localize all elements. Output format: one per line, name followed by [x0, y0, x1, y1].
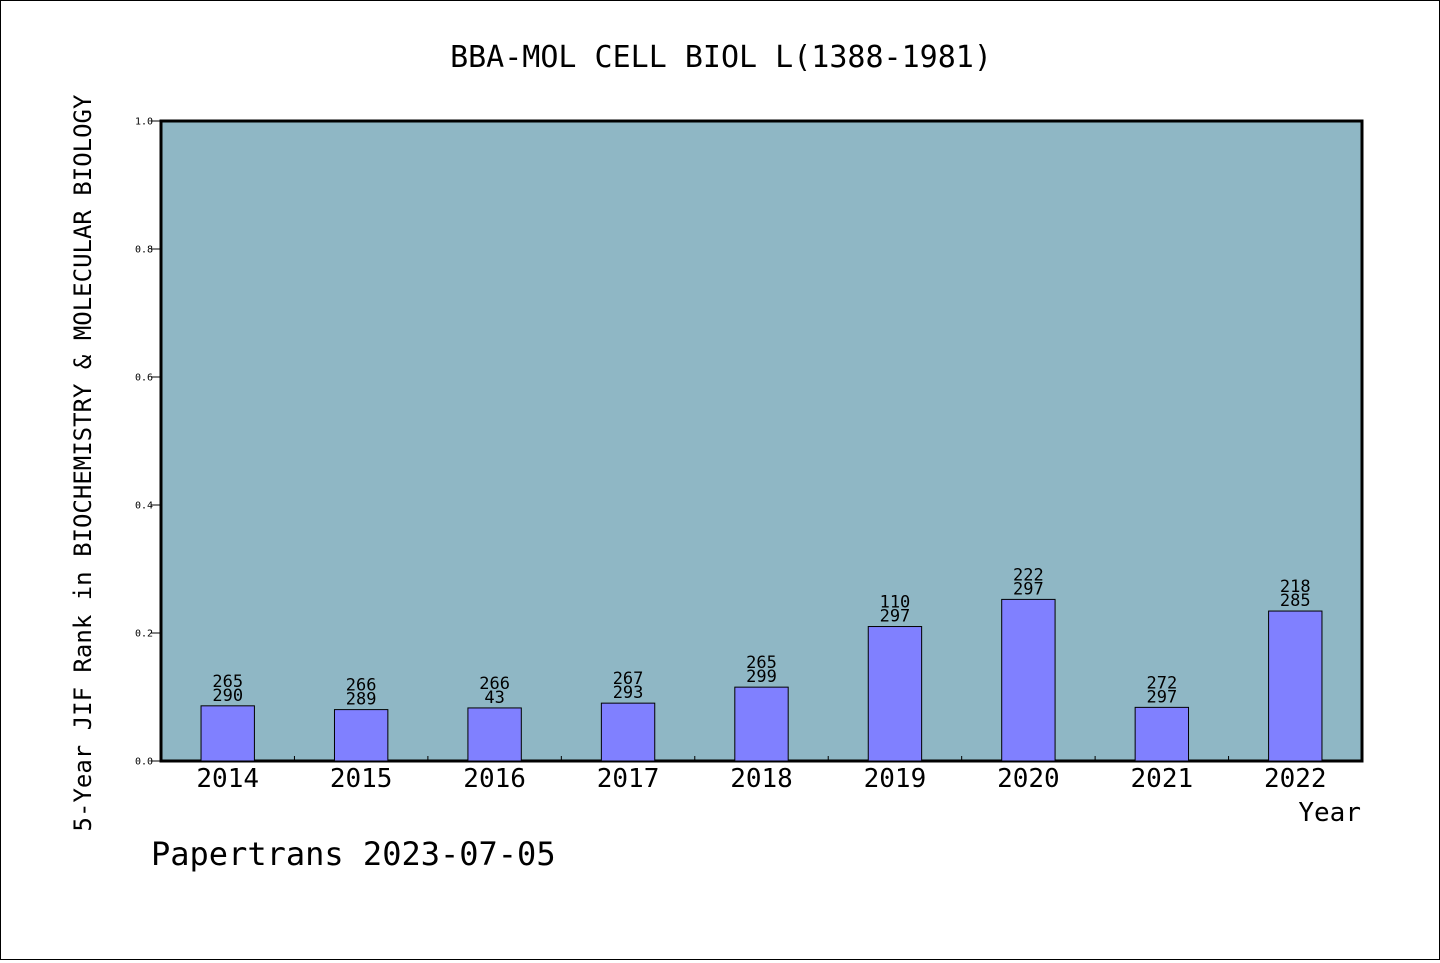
bar-2018 — [734, 686, 789, 762]
bar-rank-label: 265 — [746, 653, 777, 673]
x-tick-label-2019: 2019 — [864, 764, 927, 794]
y-tick-label: 1.0 — [135, 117, 153, 128]
bar-2016 — [467, 707, 522, 762]
x-tick-label-2014: 2014 — [196, 764, 259, 794]
bar-total-label: 297 — [1013, 579, 1044, 599]
bar-labels-group: 2652902662892664326729326529911029722229… — [212, 565, 1310, 709]
bar-2017 — [600, 702, 656, 762]
x-tick-label-2022: 2022 — [1264, 764, 1327, 794]
y-tick-label: 0.8 — [135, 245, 153, 256]
watermark-text: Papertrans 2023-07-05 — [151, 835, 556, 873]
bar-rank-label: 218 — [1280, 577, 1311, 597]
bar-total-label: 290 — [212, 686, 243, 706]
y-tick-label: 0.4 — [135, 501, 153, 512]
x-tick-label-2016: 2016 — [463, 764, 526, 794]
bar-2019 — [867, 626, 923, 762]
bar-total-label: 285 — [1280, 591, 1311, 611]
bar-2022 — [1268, 610, 1323, 762]
x-tick-label-2015: 2015 — [330, 764, 393, 794]
bar-2021 — [1134, 706, 1190, 762]
x-tick-label-2017: 2017 — [597, 764, 660, 794]
y-tick-label: 0.6 — [135, 373, 153, 384]
bar-2015 — [333, 709, 389, 762]
x-axis-ticks — [293, 756, 1230, 761]
y-axis-ticks: 0.0 0.2 0.4 0.6 0.8 1.0 — [135, 117, 161, 768]
bar-rank-label: 272 — [1146, 673, 1177, 693]
x-tick-label-2018: 2018 — [730, 764, 793, 794]
y-tick-label: 0.0 — [135, 757, 153, 768]
bar-total-label: 43 — [484, 688, 504, 708]
x-axis-label: Year — [1298, 798, 1361, 828]
bar-2014 — [200, 705, 255, 762]
bar-rank-label: 222 — [1013, 565, 1044, 585]
bar-rank-label: 267 — [613, 669, 644, 689]
plot-area — [159, 119, 1364, 763]
bar-rank-label: 110 — [880, 593, 911, 613]
bar-total-label: 299 — [746, 667, 777, 687]
bars-group — [200, 598, 1323, 762]
bar-total-label: 293 — [613, 683, 644, 703]
bar-rank-label: 266 — [479, 674, 510, 694]
chart-title: BBA-MOL CELL BIOL L(1388-1981) — [450, 40, 992, 75]
y-axis-label: 5-Year JIF Rank in BIOCHEMISTRY & MOLECU… — [69, 94, 97, 831]
bar-rank-label: 265 — [212, 672, 243, 692]
bar-total-label: 297 — [1146, 687, 1177, 707]
bar-2020 — [1001, 598, 1056, 762]
x-tick-label-2021: 2021 — [1131, 764, 1194, 794]
x-tick-label-2020: 2020 — [997, 764, 1060, 794]
bar-rank-label: 266 — [346, 676, 377, 696]
y-tick-label: 0.2 — [135, 629, 153, 640]
bar-total-label: 289 — [346, 690, 377, 710]
x-tick-labels-group: 2014 2015 2016 2017 2018 2019 2020 2021 2022 — [196, 764, 1326, 794]
bar-total-label: 297 — [880, 607, 911, 627]
